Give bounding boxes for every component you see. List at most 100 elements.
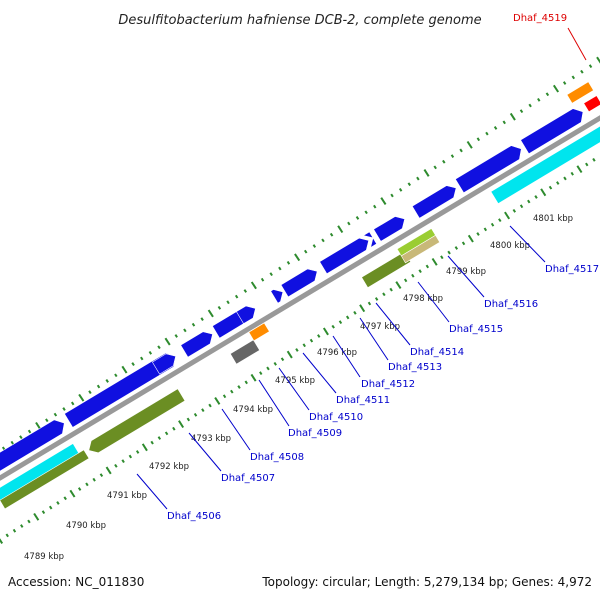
- tick-mark: [374, 297, 379, 301]
- gene-label: Dhaf_4517: [545, 264, 599, 275]
- tick-mark: [250, 373, 257, 382]
- tick-mark: [105, 379, 109, 383]
- tick-mark: [403, 278, 408, 283]
- tick-mark: [260, 277, 265, 282]
- scale-label: 4799 kbp: [446, 267, 486, 277]
- tick-mark: [563, 176, 567, 181]
- tick-mark: [303, 249, 308, 254]
- tick-mark: [493, 126, 498, 130]
- tick-mark: [99, 473, 104, 477]
- tick-mark: [337, 225, 344, 234]
- label-leader-lines: [136, 27, 587, 510]
- scale-label: 4793 kbp: [191, 434, 231, 444]
- cds-forward: [373, 216, 406, 242]
- tick-mark: [201, 408, 205, 413]
- tick-mark: [150, 440, 154, 445]
- outer-tick-ring: [1, 56, 600, 451]
- tick-mark: [12, 528, 17, 533]
- tick-mark: [85, 482, 89, 487]
- cds-forward: [454, 145, 522, 194]
- tick-mark: [186, 417, 191, 422]
- tick-mark: [476, 232, 480, 236]
- tick-mark: [389, 287, 393, 292]
- tick-mark: [164, 431, 169, 436]
- scale-label: 4800 kbp: [490, 241, 530, 251]
- tick-mark: [353, 310, 357, 315]
- tick-mark: [226, 300, 230, 305]
- leader-line: [258, 379, 290, 427]
- tick-mark: [312, 244, 317, 248]
- scale-label: 4796 kbp: [317, 348, 357, 358]
- tick-mark: [19, 435, 23, 440]
- tick-mark: [141, 443, 148, 452]
- tick-mark: [222, 394, 227, 399]
- cds-forward: [235, 305, 256, 325]
- gene-label: Dhaf_4507: [221, 473, 275, 484]
- tick-mark: [309, 338, 314, 343]
- tick-mark: [576, 165, 583, 174]
- gene-label: Dhaf_4519: [513, 13, 567, 24]
- feature-cyan: [490, 125, 600, 205]
- gene-label: Dhaf_4510: [309, 412, 363, 423]
- scale-label: 4798 kbp: [403, 294, 443, 304]
- tick-mark: [5, 533, 9, 538]
- tick-mark: [596, 56, 600, 64]
- tick-mark: [174, 334, 178, 338]
- cds-forward: [520, 108, 584, 155]
- genome-summary-text: Topology: circular; Length: 5,279,134 bp…: [261, 575, 592, 589]
- tick-mark: [407, 182, 412, 187]
- tick-mark: [450, 154, 455, 158]
- tick-mark: [418, 269, 422, 274]
- tick-mark: [191, 322, 196, 327]
- tick-mark: [217, 305, 222, 310]
- tick-mark: [214, 397, 221, 405]
- tick-mark: [373, 204, 377, 209]
- leader-line: [221, 408, 251, 451]
- cds-forward: [270, 289, 284, 304]
- tick-mark: [157, 436, 162, 440]
- tick-mark: [269, 272, 273, 277]
- tick-mark: [53, 412, 58, 417]
- cds-forward: [362, 231, 378, 249]
- tick-mark: [157, 345, 161, 350]
- tick-mark: [77, 487, 82, 491]
- tick-mark: [398, 187, 403, 192]
- tick-mark: [278, 266, 282, 271]
- tick-mark: [280, 357, 285, 362]
- tick-mark: [364, 210, 368, 215]
- tick-mark: [580, 69, 584, 74]
- tick-mark: [537, 97, 541, 102]
- scale-label: 4789 kbp: [24, 552, 64, 562]
- tick-mark: [121, 459, 125, 464]
- accession-text: Accession: NC_011830: [8, 575, 144, 589]
- tick-mark: [183, 328, 187, 333]
- feature-orange: [248, 322, 270, 342]
- tick-mark: [140, 356, 144, 361]
- tick-mark: [69, 489, 76, 498]
- inner-tick-ring: [0, 157, 596, 544]
- gene-label: Dhaf_4514: [410, 347, 464, 358]
- tick-mark: [534, 195, 538, 199]
- tick-mark: [230, 389, 234, 394]
- tick-mark: [329, 232, 334, 237]
- tick-mark: [237, 385, 241, 389]
- tick-mark: [172, 426, 176, 431]
- tick-mark: [562, 81, 567, 85]
- tick-mark: [105, 466, 112, 475]
- tick-mark: [433, 165, 437, 170]
- tick-mark: [321, 238, 325, 243]
- tick-mark: [200, 317, 204, 321]
- tick-mark: [41, 510, 46, 515]
- tick-mark: [286, 260, 291, 265]
- tick-mark: [454, 246, 459, 250]
- tick-mark: [440, 255, 444, 260]
- cds-reverse: [88, 388, 186, 454]
- tick-mark: [476, 137, 481, 142]
- tick-mark: [552, 84, 560, 93]
- leader-line: [417, 281, 450, 323]
- tick-mark: [294, 253, 301, 262]
- tick-mark: [114, 373, 118, 378]
- tick-mark: [571, 75, 576, 80]
- tick-mark: [234, 294, 239, 299]
- tick-mark: [395, 281, 402, 289]
